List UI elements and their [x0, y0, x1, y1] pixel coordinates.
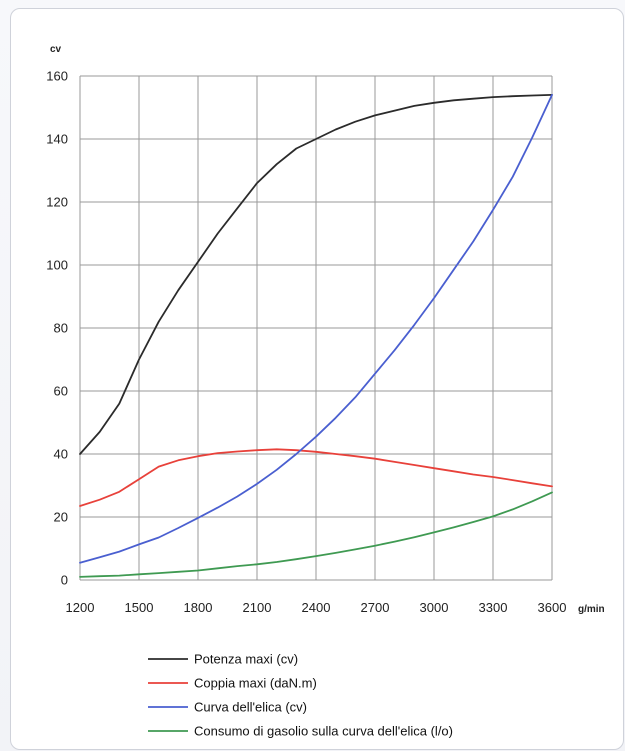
series-line-0 [79, 94, 553, 455]
y-tick-label-4: 80 [54, 321, 68, 336]
series-group [79, 94, 553, 578]
chart-sheet [10, 8, 624, 750]
legend-label-3: Consumo di gasolio sulla curva dell'elic… [194, 724, 453, 739]
legend-label-0: Potenza maxi (cv) [194, 652, 298, 667]
series-line-2 [79, 94, 553, 564]
legend-label-1: Coppia maxi (daN.m) [194, 676, 317, 691]
legend-label-2: Curva dell'elica (cv) [194, 700, 307, 715]
y-tick-label-6: 120 [46, 195, 68, 210]
x-tick-label-8: 3600 [538, 600, 567, 615]
y-axis-unit-label: cv [50, 44, 62, 55]
x-tick-label-6: 3000 [420, 600, 449, 615]
x-tick-label-1: 1500 [125, 600, 154, 615]
series-line-1 [79, 448, 553, 507]
x-tick-label-4: 2400 [302, 600, 331, 615]
series-line-3 [79, 491, 553, 578]
x-tick-label-3: 2100 [243, 600, 272, 615]
y-tick-label-1: 20 [54, 510, 68, 525]
y-tick-label-3: 60 [54, 384, 68, 399]
x-axis-unit-label: g/min [578, 604, 605, 615]
x-tick-label-0: 1200 [66, 600, 95, 615]
axes: 0 20 40 60 80 100 120 140 160 1200 1500 1800 2100 240… [46, 69, 566, 616]
y-tick-label-8: 160 [46, 69, 68, 84]
x-tick-label-7: 3300 [479, 600, 508, 615]
x-tick-label-2: 1800 [184, 600, 213, 615]
grid [79, 75, 553, 581]
y-tick-label-7: 140 [46, 132, 68, 147]
legend: Potenza maxi (cv) Coppia maxi (daN.m) Curv… [148, 652, 453, 739]
x-tick-label-5: 2700 [361, 600, 390, 615]
y-tick-label-5: 100 [46, 258, 68, 273]
y-tick-label-2: 40 [54, 447, 68, 462]
y-tick-label-0: 0 [61, 573, 68, 588]
